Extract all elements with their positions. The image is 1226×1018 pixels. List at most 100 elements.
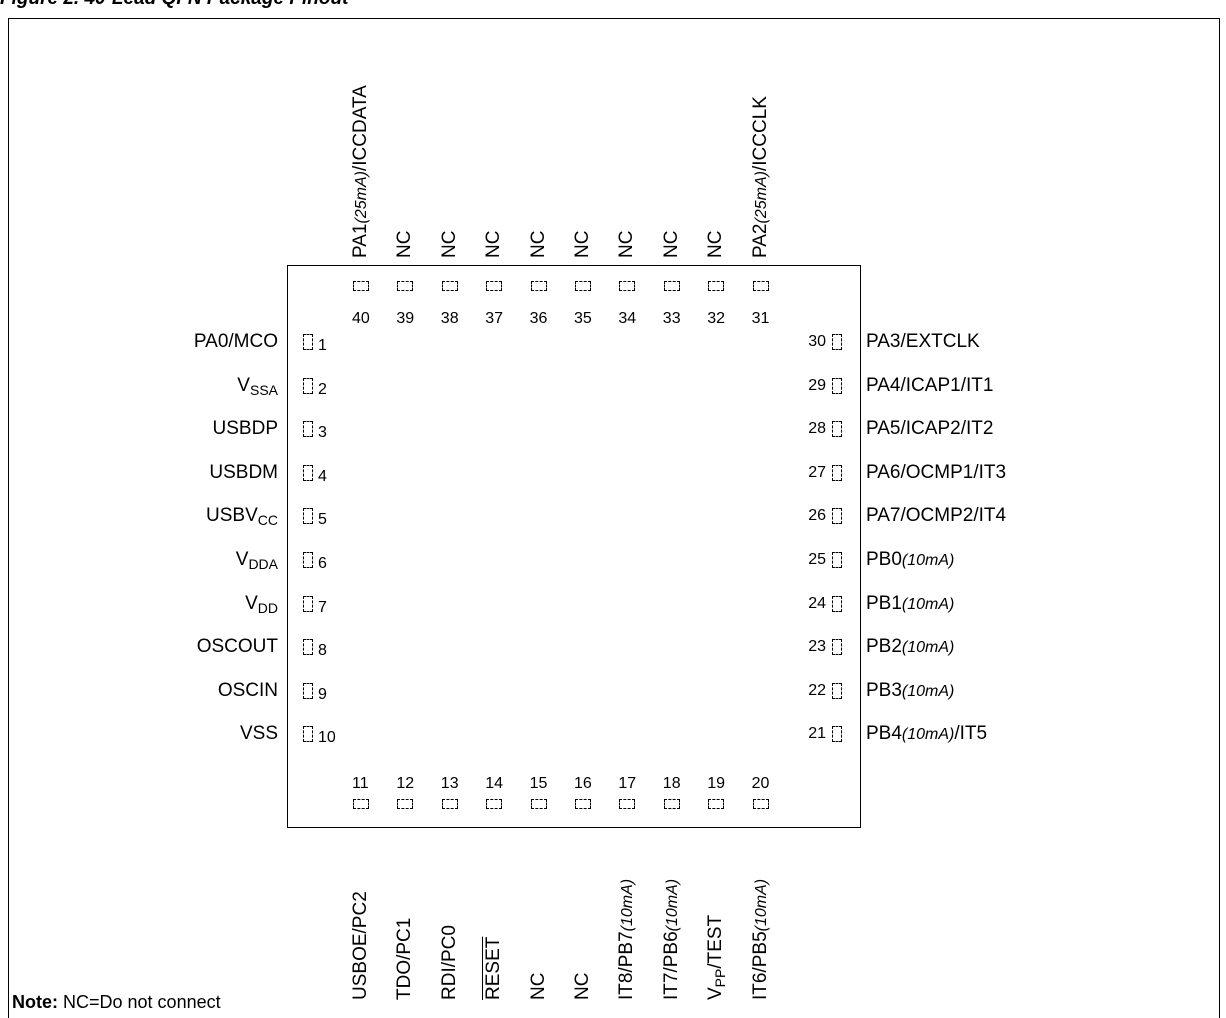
figure-title: Figure 2. 40-Lead QFN Package Pinout: [0, 0, 348, 10]
pin-number: 5: [318, 511, 327, 529]
pin-pad: [397, 799, 414, 809]
pin-number: 35: [574, 310, 592, 327]
pin-label-part: (10mA): [901, 552, 955, 569]
pin-number: 23: [808, 638, 826, 656]
pin-label: NC: [572, 231, 593, 258]
pin-label-part: (10mA): [901, 639, 955, 657]
pin-label: PA0/MCO: [194, 332, 278, 351]
pin-label: USBDP: [213, 419, 278, 438]
chip-package-outline: [287, 265, 861, 828]
pin-label-part: PB2: [866, 636, 902, 658]
pin-label: VSSA: [237, 376, 278, 397]
pin-label: USBVCC: [206, 506, 278, 527]
pin-number: 10: [318, 729, 336, 747]
pin-label: PA5/ICAP2/IT2: [866, 419, 993, 438]
pin-label-part: (25mA): [752, 171, 770, 224]
pin-number: 27: [808, 463, 826, 481]
pin-label: TDO/PC1: [394, 917, 416, 1000]
pin-label-part: (10mA): [901, 726, 955, 744]
pin-label-part: PA1: [350, 223, 371, 258]
pin-label: NC: [483, 231, 504, 258]
pin-label-part: TDO/PC1: [394, 917, 416, 1000]
pin-label-part: OSCOUT: [196, 636, 278, 658]
pin-label-part: V: [705, 987, 727, 1000]
pin-label-part: IT6/PB5: [749, 931, 771, 1000]
pin-pad: [752, 281, 769, 291]
pin-label: USBOE/PC2: [350, 891, 371, 1000]
pin-label-part: PB3: [866, 679, 902, 701]
pin-number: 3: [318, 424, 327, 442]
pin-label-part: (10mA): [663, 878, 681, 932]
pin-pad: [397, 281, 414, 291]
pin-number: 30: [808, 333, 826, 350]
pin-number: 13: [440, 775, 459, 792]
pin-label-part: USBV: [206, 505, 258, 527]
pin-number: 19: [707, 775, 725, 792]
pin-label: RDI/PC0: [438, 925, 460, 1000]
pin-number: 2: [318, 380, 327, 398]
pin-number: 20: [751, 775, 770, 792]
pin-number: 6: [318, 555, 327, 572]
pin-number: 9: [318, 685, 327, 703]
pin-label-part: OSCIN: [217, 679, 278, 701]
pin-pad: [832, 464, 842, 481]
pin-label: NC: [616, 230, 638, 258]
pin-label-part: CC: [257, 512, 278, 529]
pin-pad: [353, 281, 369, 291]
pin-label-part: NC: [616, 230, 638, 258]
pin-label-part: (10mA): [619, 878, 637, 932]
pin-label-part: /TEST: [705, 914, 727, 969]
pin-label-part: V: [245, 592, 258, 614]
pin-pad: [832, 552, 842, 568]
pin-label: PB1(10mA): [866, 594, 954, 613]
pin-label-part: PP: [712, 968, 729, 988]
pin-pad: [832, 377, 842, 394]
pin-number: 7: [318, 598, 327, 616]
pin-label: PA4/ICAP1/IT1: [866, 376, 993, 395]
pin-label-part: PA0/MCO: [193, 331, 278, 352]
pin-pad: [832, 508, 842, 525]
pin-number: 31: [751, 310, 770, 327]
pin-number: 38: [440, 310, 459, 327]
pin-label-part: /ICCDATA: [350, 85, 371, 172]
pin-number: 29: [808, 376, 826, 394]
pin-label-part: PA5/ICAP2/IT2: [866, 418, 994, 440]
pin-pad: [832, 639, 842, 656]
pin-number: 26: [808, 507, 826, 525]
pin-label-part: PA6/OCMP1/IT3: [866, 461, 1007, 483]
pin-number: 11: [352, 775, 369, 792]
pin-label: PA3/EXTCLK: [866, 332, 980, 351]
pin-pad: [530, 799, 547, 809]
pin-label: IT8/PB7(10mA): [616, 878, 638, 1000]
pin-label: OSCOUT: [197, 637, 278, 656]
pin-label-part: RDI/PC0: [438, 925, 460, 1000]
pin-label: NC: [528, 231, 549, 258]
pin-label-part: DD: [257, 599, 278, 616]
pin-label: OSCIN: [218, 681, 278, 700]
pin-label-part: NC: [572, 972, 593, 1000]
pin-label: RESET: [483, 937, 504, 1000]
pin-number: 14: [485, 775, 503, 792]
pin-number: 34: [618, 310, 637, 327]
pin-label: IT6/PB5(10mA): [749, 879, 771, 1000]
pin-label: PB4(10mA)/IT5: [866, 724, 987, 743]
pin-pad: [303, 377, 313, 394]
pin-number: 18: [662, 775, 681, 792]
pin-label-part: PA2: [749, 223, 771, 258]
pin-label-part: NC: [438, 230, 460, 258]
pin-label: VPP/TEST: [705, 914, 729, 1000]
pin-label-part: /ICCCLK: [749, 96, 771, 172]
pin-label-part: USBDP: [212, 418, 278, 440]
pin-number: 24: [808, 594, 826, 612]
pin-number: 36: [529, 310, 548, 327]
pin-number: 28: [808, 420, 826, 438]
pin-label: NC: [705, 231, 726, 258]
pin-pad: [486, 281, 503, 291]
pin-number: 22: [808, 681, 826, 699]
pin-label-part: PB1: [866, 592, 902, 614]
pin-label: PA1(25mA)/ICCDATA: [350, 85, 371, 258]
pin-label-part: V: [237, 374, 250, 396]
pin-pad: [303, 421, 313, 438]
pin-number: 40: [352, 310, 370, 327]
pin-label-part: IT8/PB7: [616, 931, 638, 1000]
